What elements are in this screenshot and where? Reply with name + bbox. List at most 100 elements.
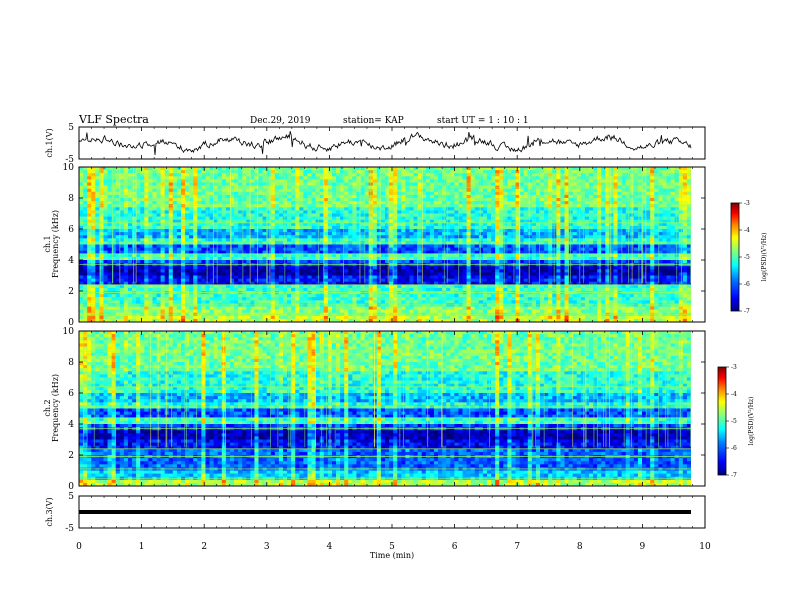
spectrogram-cell	[307, 269, 312, 273]
spectrogram-cell	[176, 182, 182, 186]
spectrogram-cell	[380, 247, 386, 252]
spectrogram-cell	[462, 232, 467, 236]
spectrogram-cell	[319, 260, 325, 264]
spectrogram-cell	[250, 222, 255, 227]
spectrogram-cell	[127, 256, 133, 261]
spectrogram-cell	[307, 247, 312, 252]
spectrogram-cell	[246, 287, 251, 292]
spectrogram-cell	[274, 219, 280, 224]
spectrogram-cell	[458, 213, 463, 217]
spectrogram-cell	[364, 278, 370, 283]
spectrogram-cell	[87, 207, 92, 211]
spectrogram-cell	[164, 207, 170, 211]
spectrogram-cell	[348, 297, 353, 301]
spectrogram-cell	[193, 201, 198, 205]
spectrogram-cell	[270, 210, 276, 214]
spectrogram-cell	[385, 278, 390, 283]
spectrogram-cell	[360, 194, 365, 199]
spectrogram-cell	[352, 201, 357, 205]
spectrogram-cell	[83, 188, 88, 193]
spectrogram-cell	[478, 297, 484, 301]
spectrogram-cell	[197, 269, 202, 273]
spectrogram-cell	[234, 167, 239, 171]
spectrogram-cell	[258, 253, 263, 258]
spectrogram-cell	[221, 207, 227, 211]
spectrogram-cell	[307, 306, 312, 310]
spectrogram-cell	[307, 225, 312, 230]
spectrogram-cell	[140, 222, 145, 227]
spectrogram-cell	[123, 281, 129, 286]
spectrogram-cell	[376, 194, 382, 199]
spectrogram-cell	[438, 194, 443, 199]
spectrogram-cell	[311, 318, 317, 323]
spectrogram-cell	[393, 229, 398, 233]
spectrogram-cell	[156, 176, 161, 180]
spectrogram-cell	[225, 244, 231, 248]
spectrogram-cell	[401, 207, 406, 211]
spectrogram-cell	[160, 219, 166, 224]
spectrogram-cell	[482, 294, 488, 298]
spectrogram-cell	[385, 309, 390, 314]
spectrogram-cell	[119, 213, 125, 217]
spectrogram-cell	[181, 225, 186, 230]
spectrogram-cell	[79, 213, 84, 217]
spectrogram-cell	[323, 188, 329, 193]
spectrogram-cell	[389, 284, 394, 289]
spectrogram-cell	[401, 294, 406, 298]
spectrogram-cell	[234, 207, 239, 211]
spectrogram-cell	[164, 272, 170, 276]
spectrogram-cell	[168, 244, 174, 248]
spectrogram-cell	[168, 300, 174, 304]
spectrogram-cell	[331, 281, 337, 286]
spectrogram-cell	[213, 173, 219, 177]
spectrogram-cell	[201, 275, 206, 279]
spectrogram-cell	[217, 219, 223, 224]
spectrogram-cell	[83, 191, 88, 196]
spectrogram-cell	[274, 235, 280, 239]
spectrogram-cell	[168, 167, 174, 171]
spectrogram-cell	[221, 182, 227, 186]
spectrogram-cell	[160, 207, 166, 211]
spectrogram-cell	[103, 213, 108, 217]
spectrogram-cell	[246, 244, 251, 248]
spectrogram-cell	[229, 207, 235, 211]
spectrogram-cell	[299, 238, 304, 242]
spectrogram-cell	[136, 260, 141, 264]
spectrogram-cell	[229, 191, 235, 196]
spectrogram-cell	[478, 229, 484, 233]
spectrogram-cell	[140, 300, 145, 304]
spectrogram-cell	[221, 247, 227, 252]
spectrogram-cell	[217, 266, 223, 270]
spectrogram-cell	[393, 269, 398, 273]
spectrogram-cell	[136, 272, 141, 276]
spectrogram-cell	[156, 194, 161, 199]
spectrogram-cell	[189, 247, 194, 252]
spectrogram-cell	[172, 284, 178, 289]
spectrogram-cell	[429, 238, 435, 242]
spectrogram-cell	[364, 284, 370, 289]
spectrogram-cell	[327, 284, 333, 289]
spectrogram-cell	[87, 213, 92, 217]
spectrogram-cell	[454, 194, 459, 199]
spectrogram-cell	[185, 247, 190, 252]
spectrogram-cell	[364, 201, 370, 205]
spectrogram-cell	[319, 238, 325, 242]
spectrogram-cell	[87, 179, 92, 183]
spectrogram-cell	[307, 198, 312, 202]
spectrogram-cell	[242, 284, 247, 289]
spectrogram-cell	[164, 176, 170, 180]
spectrogram-cell	[458, 235, 463, 239]
spectrogram-cell	[389, 167, 394, 171]
spectrogram-cell	[295, 284, 300, 289]
spectrogram-cell	[311, 275, 317, 279]
spectrogram-cell	[221, 284, 227, 289]
spectrogram-cell	[246, 281, 251, 286]
spectrogram-cell	[201, 219, 206, 224]
spectrogram-cell	[123, 256, 129, 261]
spectrogram-cell	[266, 247, 272, 252]
spectrogram-cell	[446, 266, 451, 270]
spectrogram-cell	[148, 191, 153, 196]
spectrogram-cell	[262, 225, 268, 230]
spectrogram-cell	[172, 213, 178, 217]
spectrogram-cell	[160, 287, 166, 292]
